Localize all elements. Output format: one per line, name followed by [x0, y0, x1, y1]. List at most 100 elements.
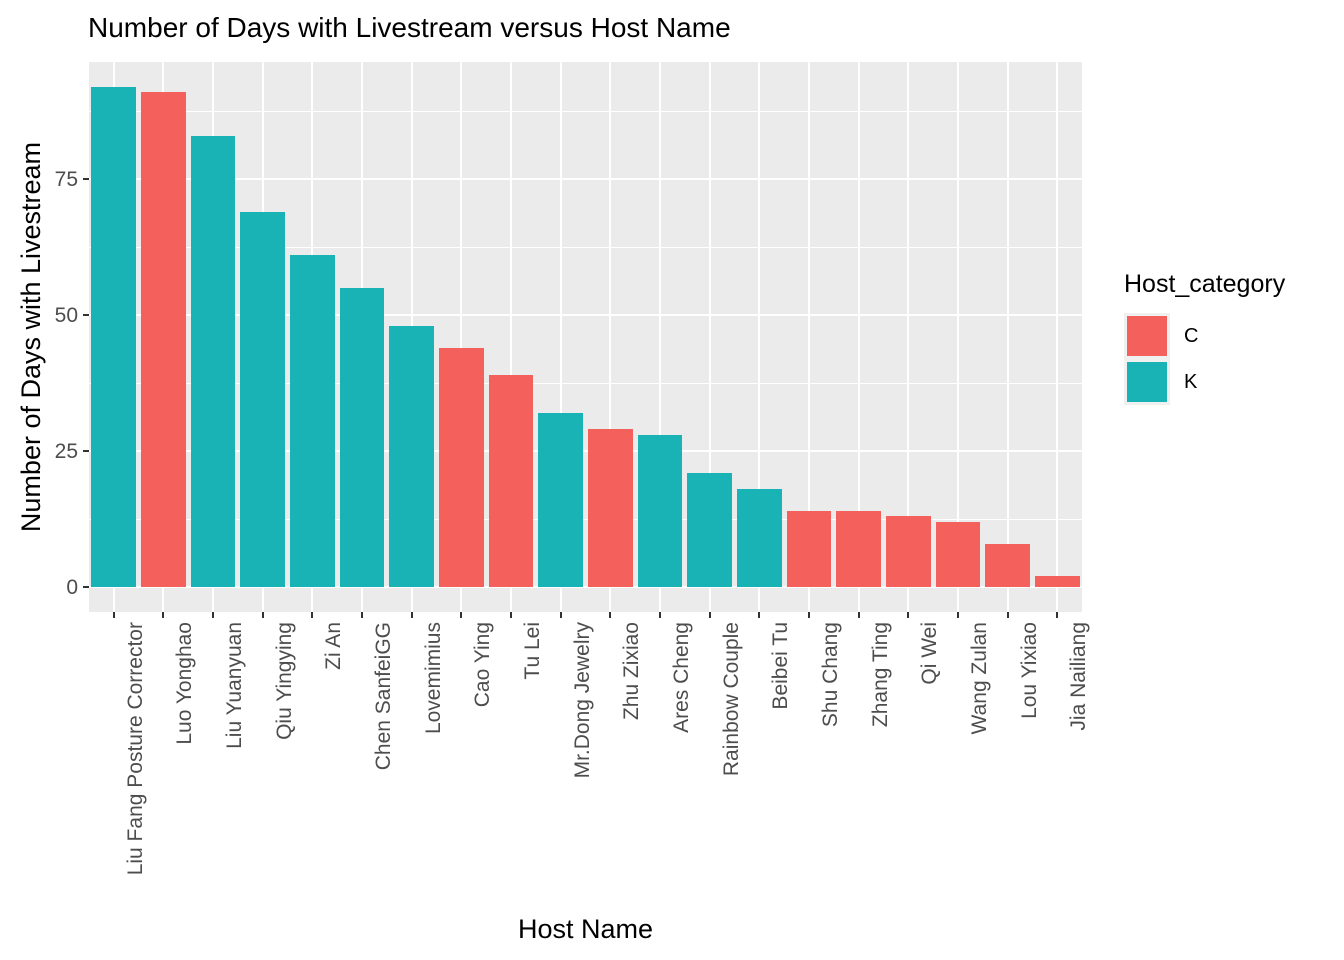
legend-item-k: K: [1124, 359, 1285, 405]
legend-title: Host_category: [1124, 270, 1286, 298]
x-tick-label: Wang Zulan: [967, 622, 991, 735]
x-tick-mark: [857, 612, 860, 618]
x-tick-mark: [807, 612, 810, 618]
major-gridline: [89, 178, 1082, 181]
x-tick-label: Lou Yixiao: [1017, 622, 1041, 719]
x-tick-mark: [410, 612, 413, 618]
bar-liu-fang-posture-corrector: [91, 87, 137, 587]
bar-ares-cheng: [637, 434, 683, 587]
legend-label-k: K: [1184, 370, 1198, 393]
bar-beibei-tu: [736, 489, 782, 587]
bar-qi-wei: [885, 516, 931, 587]
minor-gridline: [89, 110, 1082, 112]
vertical-gridline: [758, 62, 761, 612]
legend-swatch-k: [1124, 359, 1170, 405]
x-tick-label: Luo Yonghao: [173, 622, 197, 745]
minor-gridline: [89, 382, 1082, 384]
vertical-gridline: [460, 62, 463, 612]
x-tick-mark: [956, 612, 959, 618]
vertical-gridline: [857, 62, 860, 612]
x-tick-label: Beibei Tu: [769, 622, 793, 710]
bar-lovemimius: [389, 326, 435, 587]
vertical-gridline: [708, 62, 711, 612]
legend-swatch-c: [1124, 313, 1170, 359]
x-tick-mark: [907, 612, 910, 618]
minor-gridline: [89, 246, 1082, 248]
vertical-gridline: [807, 62, 810, 612]
legend-item-c: C: [1124, 313, 1285, 359]
legend-label-c: C: [1184, 324, 1199, 347]
bar-rainbow-couple: [687, 472, 732, 587]
vertical-gridline: [1006, 62, 1009, 612]
bar-tu-lei: [488, 375, 534, 587]
bar-zhang-ting: [836, 510, 881, 587]
x-tick-label: Zhang Ting: [868, 622, 892, 728]
vertical-gridline: [956, 62, 959, 612]
x-tick-mark: [1056, 612, 1059, 618]
x-tick-label: Lovemimius: [421, 622, 445, 735]
x-tick-mark: [559, 612, 562, 618]
bar-jia-nailiang: [1034, 576, 1080, 587]
bar-luo-yonghao: [141, 92, 186, 587]
x-tick-mark: [1006, 612, 1009, 618]
x-tick-mark: [609, 612, 612, 618]
bar-liu-yuanyuan: [190, 135, 236, 587]
x-axis-title: Host Name: [517, 914, 654, 944]
bar-cao-ying: [439, 347, 484, 587]
x-tick-label: Zi An: [322, 622, 346, 670]
x-tick-label: Liu Yuanyuan: [223, 622, 247, 749]
major-gridline: [89, 586, 1082, 588]
x-tick-mark: [361, 612, 364, 618]
major-gridline: [89, 450, 1082, 453]
x-tick-mark: [658, 612, 661, 618]
x-tick-label: Jia Nailiang: [1067, 622, 1091, 731]
y-tick-mark: [83, 178, 89, 181]
bar-lou-yixiao: [985, 543, 1030, 587]
vertical-gridline: [907, 62, 910, 612]
x-tick-label: Mr.Dong Jewelry: [570, 622, 594, 779]
bar-chen-sanfeigg: [339, 288, 385, 587]
x-tick-mark: [510, 612, 513, 618]
x-tick-label: Tu Lei: [521, 622, 545, 680]
bar-mr-dong-jewelry: [538, 413, 583, 587]
vertical-gridline: [609, 62, 612, 612]
y-tick-mark: [83, 314, 89, 317]
x-tick-label: Shu Chang: [818, 622, 842, 728]
x-tick-label: Ares Cheng: [669, 622, 693, 733]
vertical-gridline: [510, 62, 513, 612]
x-tick-mark: [460, 612, 463, 618]
y-tick-mark: [83, 450, 89, 453]
bar-zi-an: [290, 255, 335, 587]
x-tick-mark: [708, 612, 711, 618]
x-tick-mark: [311, 612, 314, 618]
y-tick-label: 0: [66, 575, 78, 599]
x-tick-label: Chen SanfeiGG: [372, 622, 396, 771]
x-tick-label: Liu Fang Posture Corrector: [123, 622, 147, 876]
x-tick-mark: [162, 612, 165, 618]
vertical-gridline: [658, 62, 661, 612]
x-tick-label: Cao Ying: [471, 622, 495, 708]
x-tick-mark: [112, 612, 115, 618]
y-axis-title: Number of Days with Livestream: [16, 141, 46, 533]
vertical-gridline: [1056, 62, 1059, 612]
plot-panel: [89, 62, 1082, 612]
x-tick-label: Qiu Yingying: [272, 622, 296, 740]
vertical-gridline: [559, 62, 562, 612]
bar-shu-chang: [786, 510, 832, 587]
y-tick-label: 75: [54, 167, 78, 191]
bar-qiu-yingying: [240, 212, 286, 587]
x-tick-label: Qi Wei: [918, 622, 942, 685]
x-tick-label: Zhu Zixiao: [620, 622, 644, 721]
chart-title: Number of Days with Livestream versus Ho…: [88, 12, 731, 43]
x-tick-mark: [261, 612, 264, 618]
bar-zhu-zixiao: [587, 429, 633, 587]
x-tick-label: Rainbow Couple: [719, 622, 743, 777]
x-tick-mark: [212, 612, 215, 618]
y-tick-label: 25: [54, 439, 78, 463]
major-gridline: [89, 314, 1082, 317]
y-tick-label: 50: [54, 303, 78, 327]
legend: Host_category C K: [1124, 270, 1285, 405]
minor-gridline: [89, 518, 1082, 520]
bar-wang-zulan: [935, 521, 981, 587]
